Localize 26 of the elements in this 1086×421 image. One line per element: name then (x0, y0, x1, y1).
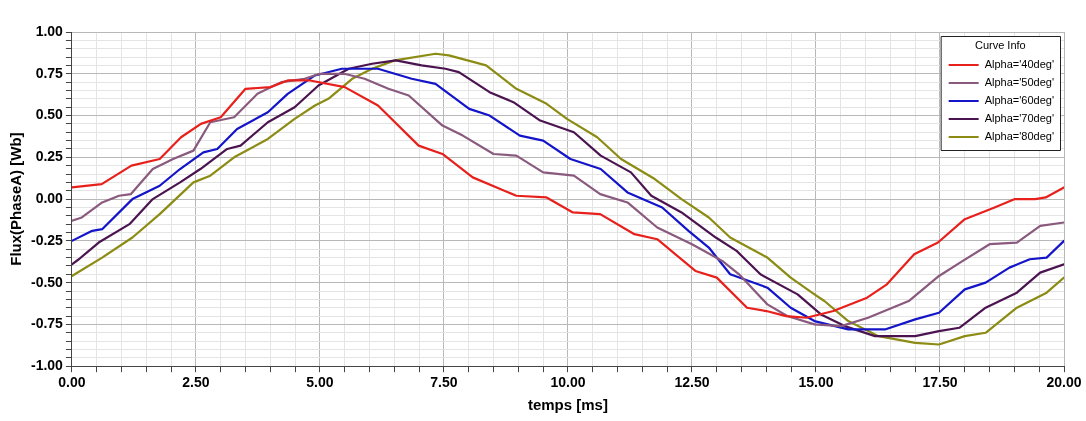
legend-label: Alpha='70deg' (984, 112, 1055, 125)
y-tick-label: -0.75 (30, 315, 64, 332)
y-tick-label: 0.00 (35, 189, 64, 206)
y-tick-label: -1.00 (30, 357, 64, 374)
legend-title: Curve Info (974, 39, 1026, 52)
x-tick-label: 12.50 (674, 374, 710, 391)
legend-label: Alpha='80deg' (984, 130, 1055, 143)
y-axis-title: Flux(PhaseA) [Wb] (7, 132, 25, 266)
legend-label: Alpha='40deg' (984, 58, 1055, 71)
x-tick-label: 20.00 (1046, 374, 1082, 391)
legend-label: Alpha='50deg' (984, 76, 1055, 89)
y-tick-label: -0.50 (30, 273, 64, 290)
x-tick-label: 7.50 (430, 374, 458, 391)
x-axis-title: temps [ms] (527, 396, 608, 414)
x-tick-label: 17.50 (922, 374, 958, 391)
y-tick-label: 0.50 (35, 106, 64, 123)
y-tick-label: 0.75 (35, 64, 64, 81)
y-tick-label: 1.00 (35, 22, 64, 39)
x-tick-label: 0.00 (58, 374, 86, 391)
y-tick-label: -0.25 (30, 231, 64, 248)
x-tick-label: 10.00 (550, 374, 586, 391)
x-tick-label: 2.50 (182, 374, 210, 391)
y-tick-label: 0.25 (35, 148, 64, 165)
legend-label: Alpha='60deg' (984, 94, 1055, 107)
x-tick-label: 15.00 (798, 374, 834, 391)
x-tick-label: 5.00 (306, 374, 334, 391)
